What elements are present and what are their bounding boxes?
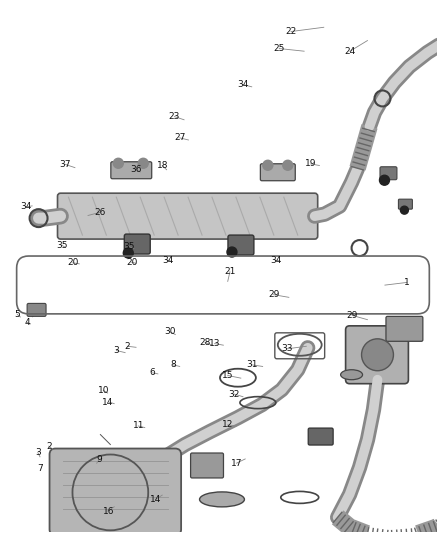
Text: 14: 14 — [150, 495, 161, 504]
Text: 22: 22 — [286, 27, 297, 36]
Text: 15: 15 — [222, 371, 233, 380]
FancyBboxPatch shape — [49, 449, 181, 533]
Text: 19: 19 — [305, 159, 316, 168]
Text: 34: 34 — [270, 256, 282, 264]
Circle shape — [379, 175, 389, 185]
Text: 13: 13 — [209, 339, 220, 348]
Text: 1: 1 — [404, 278, 410, 287]
FancyBboxPatch shape — [111, 162, 152, 179]
Text: 29: 29 — [268, 290, 279, 299]
Text: 32: 32 — [229, 390, 240, 399]
Text: 12: 12 — [222, 421, 233, 430]
Text: 10: 10 — [98, 386, 109, 395]
Text: 3: 3 — [113, 346, 119, 355]
Text: 26: 26 — [95, 208, 106, 217]
Text: 5: 5 — [14, 310, 20, 319]
FancyBboxPatch shape — [27, 303, 46, 317]
Text: 6: 6 — [150, 368, 155, 377]
Text: 11: 11 — [132, 422, 144, 431]
Ellipse shape — [200, 492, 244, 507]
FancyBboxPatch shape — [124, 234, 150, 254]
Circle shape — [124, 248, 133, 258]
Text: 28: 28 — [199, 338, 211, 347]
Text: 7: 7 — [37, 464, 43, 473]
Text: 21: 21 — [224, 268, 236, 276]
Circle shape — [283, 160, 293, 170]
Ellipse shape — [341, 370, 363, 379]
Text: 29: 29 — [346, 311, 358, 320]
Text: 16: 16 — [103, 506, 115, 515]
Text: 2: 2 — [124, 342, 130, 351]
Text: 4: 4 — [24, 318, 30, 327]
FancyBboxPatch shape — [228, 235, 254, 255]
FancyBboxPatch shape — [399, 199, 413, 209]
FancyBboxPatch shape — [380, 167, 397, 180]
Text: 34: 34 — [162, 256, 173, 264]
Circle shape — [361, 339, 393, 371]
Text: 3: 3 — [35, 448, 41, 457]
FancyBboxPatch shape — [308, 428, 333, 445]
Circle shape — [138, 158, 148, 168]
Text: 24: 24 — [344, 47, 356, 55]
Text: 2: 2 — [46, 442, 52, 451]
Text: 34: 34 — [20, 203, 32, 212]
Text: 35: 35 — [124, 243, 135, 252]
FancyBboxPatch shape — [260, 164, 295, 181]
Text: 18: 18 — [156, 161, 168, 170]
Text: 27: 27 — [174, 133, 185, 142]
Text: 20: 20 — [67, 259, 78, 267]
Text: 9: 9 — [96, 455, 102, 464]
Text: 14: 14 — [102, 398, 113, 407]
Text: 20: 20 — [126, 258, 138, 266]
FancyBboxPatch shape — [191, 453, 223, 478]
FancyBboxPatch shape — [346, 326, 408, 384]
Circle shape — [400, 206, 408, 214]
FancyBboxPatch shape — [386, 317, 423, 341]
Circle shape — [227, 247, 237, 257]
Text: 23: 23 — [169, 112, 180, 121]
Text: 17: 17 — [231, 459, 242, 467]
Text: 25: 25 — [274, 44, 285, 53]
Text: 36: 36 — [130, 165, 142, 174]
Text: 35: 35 — [56, 241, 67, 250]
Text: 33: 33 — [281, 344, 293, 353]
Circle shape — [263, 160, 273, 170]
Text: 30: 30 — [164, 327, 176, 336]
Text: 8: 8 — [170, 360, 176, 369]
Text: 31: 31 — [246, 360, 258, 369]
Circle shape — [113, 158, 124, 168]
Text: 37: 37 — [60, 160, 71, 169]
FancyBboxPatch shape — [57, 193, 318, 239]
Text: 34: 34 — [238, 80, 249, 89]
